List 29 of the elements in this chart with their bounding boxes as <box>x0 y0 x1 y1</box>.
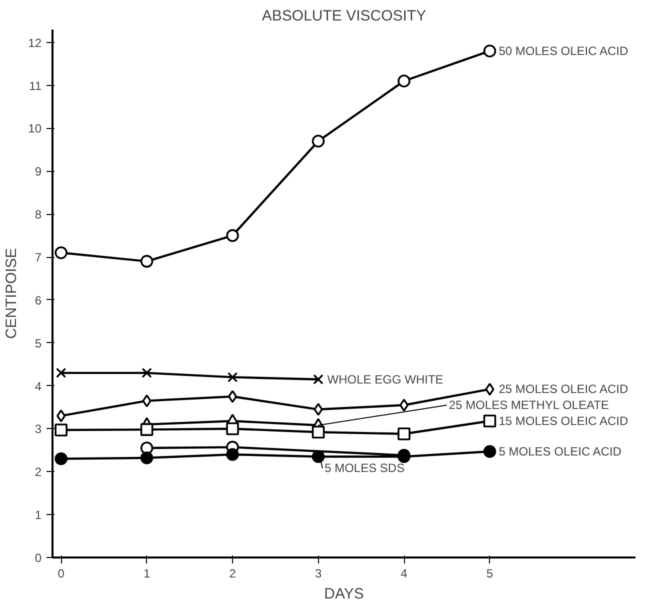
x-tick-label: 3 <box>314 566 322 580</box>
chart-title: ABSOLUTE VISCOSITY <box>262 8 426 24</box>
y-tick-label: 11 <box>29 78 42 93</box>
series-label: 50 MOLES OLEIC ACID <box>498 44 628 58</box>
y-tick-label: 10 <box>28 122 42 136</box>
x-tick-label: 5 <box>486 566 494 580</box>
x-tick-label: 1 <box>143 566 150 580</box>
y-tick-label: 2 <box>34 465 42 480</box>
y-tick-label: 6 <box>34 293 42 308</box>
series-label: 25 MOLES OLEIC ACID <box>498 382 628 396</box>
x-axis-title: DAYS <box>324 586 364 602</box>
x-tick-label: 2 <box>229 566 236 580</box>
text: 25 MOLES METHYL OLEATE <box>448 398 609 412</box>
y-tick-label: 3 <box>34 422 42 436</box>
x-tick-label: 4 <box>400 566 408 580</box>
y-tick-label: 12 <box>28 36 42 50</box>
series-label: 15 MOLES OLEIC ACID <box>498 414 628 428</box>
series-label: WHOLE EGG WHITE <box>327 372 444 386</box>
y-tick-label: 9 <box>34 164 42 179</box>
y-tick-label: 4 <box>34 379 42 394</box>
y-tick-label: 7 <box>34 250 42 265</box>
series-label: 5 MOLES SDS <box>324 461 405 476</box>
y-axis-title: CENTIPOISE <box>3 248 20 339</box>
y-tick-label: 5 <box>34 336 42 350</box>
y-tick-label: 0 <box>34 551 42 565</box>
series-label: 5 MOLES OLEIC ACID <box>498 444 622 458</box>
y-tick-label: 1 <box>34 508 42 522</box>
x-tick-label: 0 <box>58 566 65 580</box>
y-tick-label: 8 <box>34 208 42 222</box>
